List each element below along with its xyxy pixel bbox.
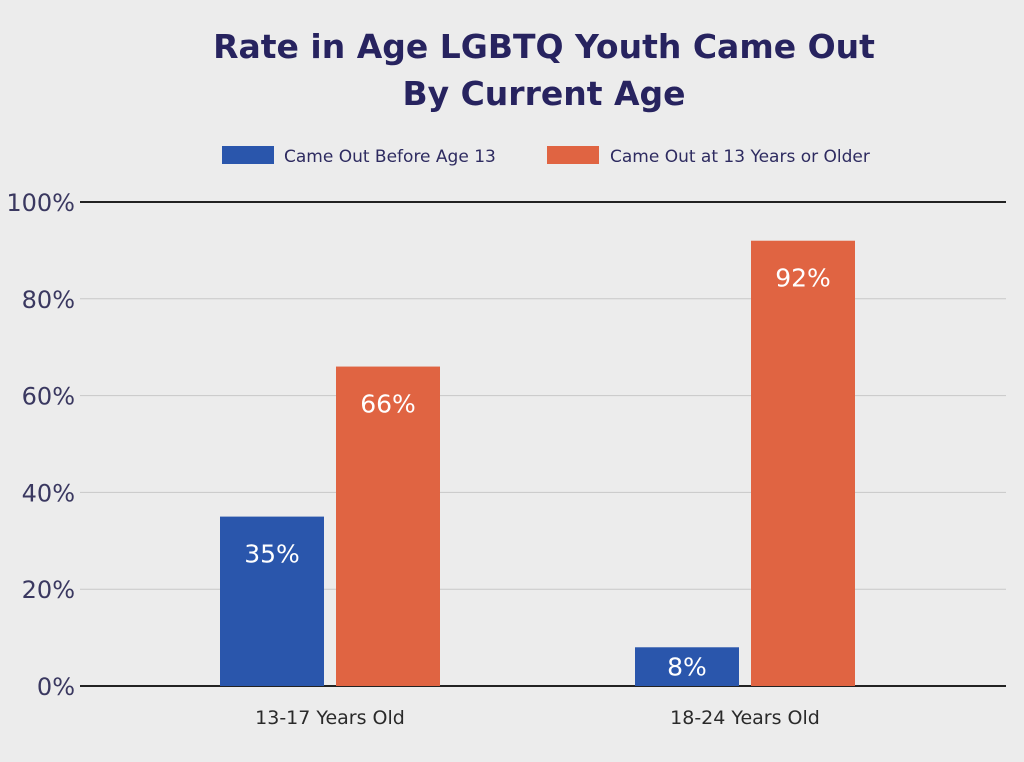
legend-swatch-series-2 (547, 146, 599, 164)
bar-1-series-1 (220, 516, 324, 686)
y-tick-label-100: 100% (6, 189, 75, 217)
data-label-2-series-2: 92% (775, 264, 831, 293)
y-axis: 0% 20% 40% 60% 80% 100% (6, 189, 75, 701)
legend-label-series-2: Came Out at 13 Years or Older (610, 147, 870, 167)
bar-2-series-1 (635, 647, 739, 686)
x-axis: 13-17 Years Old 18-24 Years Old (255, 707, 820, 729)
x-category-label-1: 13-17 Years Old (255, 707, 405, 729)
chart-title-line-1: Rate in Age LGBTQ Youth Came Out (213, 27, 875, 66)
data-label-1-series-2: 66% (360, 390, 416, 419)
y-tick-label-0: 0% (37, 673, 75, 701)
y-tick-label-80: 80% (22, 286, 75, 314)
y-tick-label-20: 20% (22, 576, 75, 604)
legend-label-series-1: Came Out Before Age 13 (284, 147, 496, 167)
bar-1-series-2 (336, 366, 440, 686)
chart-title-line-2: By Current Age (402, 74, 685, 113)
legend: Came Out Before Age 13 Came Out at 13 Ye… (222, 146, 870, 167)
x-category-label-2: 18-24 Years Old (670, 707, 820, 729)
bar-2-series-2 (751, 240, 855, 686)
data-label-2-series-1: 8% (667, 653, 707, 682)
y-tick-label-40: 40% (22, 479, 75, 507)
y-tick-label-60: 60% (22, 383, 75, 411)
data-label-1-series-1: 35% (244, 540, 300, 569)
legend-swatch-series-1 (222, 146, 274, 164)
bars: 35% 66% 8% 92% (220, 240, 855, 686)
